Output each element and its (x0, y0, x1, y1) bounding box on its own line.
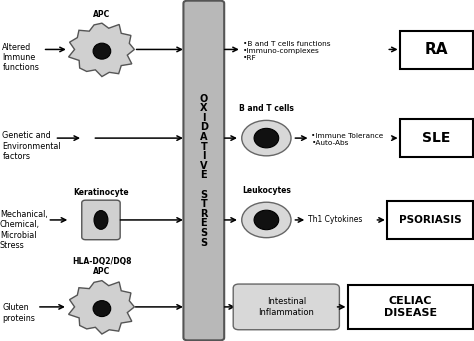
Ellipse shape (93, 43, 111, 59)
Circle shape (242, 202, 291, 238)
Text: SLE: SLE (422, 131, 451, 145)
Text: APC: APC (93, 10, 110, 19)
Text: Genetic and
Environmental
factors: Genetic and Environmental factors (2, 131, 61, 161)
Polygon shape (69, 23, 135, 77)
Text: Keratinocyte: Keratinocyte (73, 188, 129, 197)
Text: Mechanical,
Chemical,
Microbial
Stress: Mechanical, Chemical, Microbial Stress (0, 210, 48, 250)
Text: O
X
I
D
A
T
I
V
E
 
S
T
R
E
S
S: O X I D A T I V E S T R E S S (200, 93, 208, 248)
FancyBboxPatch shape (400, 31, 473, 69)
Text: Leukocytes: Leukocytes (242, 186, 291, 195)
Text: Intestinal
Inflammation: Intestinal Inflammation (258, 297, 314, 316)
Text: Th1 Cytokines: Th1 Cytokines (308, 216, 363, 224)
FancyBboxPatch shape (183, 1, 224, 340)
FancyBboxPatch shape (400, 119, 473, 157)
Text: RA: RA (425, 42, 448, 57)
Ellipse shape (254, 128, 279, 148)
Text: PSORIASIS: PSORIASIS (399, 215, 462, 225)
Text: •Immune Tolerance
•Auto-Abs: •Immune Tolerance •Auto-Abs (311, 133, 383, 146)
Text: HLA-DQ2/DQ8
APC: HLA-DQ2/DQ8 APC (72, 257, 132, 276)
Ellipse shape (94, 210, 108, 229)
FancyBboxPatch shape (233, 284, 339, 330)
Polygon shape (69, 281, 135, 334)
FancyBboxPatch shape (348, 285, 473, 329)
Circle shape (242, 120, 291, 156)
Text: B and T cells: B and T cells (239, 104, 294, 113)
Ellipse shape (93, 301, 111, 316)
FancyBboxPatch shape (387, 201, 473, 239)
Ellipse shape (254, 210, 279, 230)
Text: CELIAC
DISEASE: CELIAC DISEASE (384, 296, 437, 318)
Text: •B and T cells functions
•Immuno-complexes
•RF: •B and T cells functions •Immuno-complex… (243, 41, 331, 61)
Text: Gluten
proteins: Gluten proteins (2, 303, 35, 323)
Text: Altered
Immune
functions: Altered Immune functions (2, 43, 39, 72)
FancyBboxPatch shape (82, 200, 120, 240)
